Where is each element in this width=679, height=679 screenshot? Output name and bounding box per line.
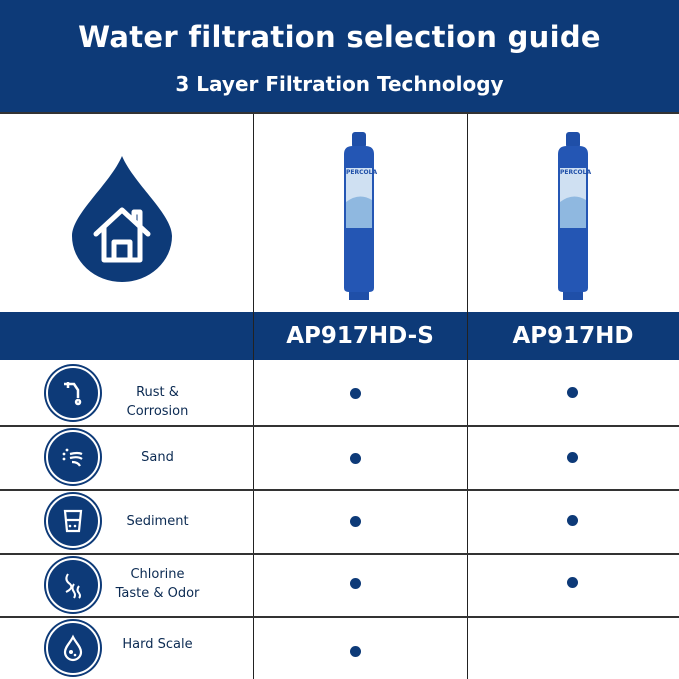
- filter-cartridge-image: PERCOLA: [555, 132, 591, 300]
- filter-cartridge-image: PERCOLA: [341, 132, 377, 300]
- supported-dot: [350, 516, 361, 527]
- brand-logo-text: PERCOLA: [560, 169, 592, 176]
- faucet-rust-icon: [46, 366, 100, 420]
- divider: [0, 112, 679, 114]
- feature-row: Sand: [0, 425, 679, 489]
- sand-swirl-icon: [46, 430, 100, 484]
- glass-sediment-icon: [46, 494, 100, 548]
- brand-logo-text: PERCOLA: [346, 169, 378, 176]
- odor-icon: [46, 558, 100, 612]
- feature-label: Chlorine Taste & Odor: [115, 567, 200, 601]
- divider: [467, 112, 468, 679]
- supported-dot: [567, 515, 578, 526]
- supported-dot: [350, 646, 361, 657]
- supported-dot: [567, 387, 578, 398]
- feature-row: Sediment: [0, 489, 679, 553]
- divider: [0, 553, 679, 555]
- water-drop-house-icon: [72, 156, 172, 282]
- model-header-row: [0, 312, 679, 360]
- feature-label: Sand: [141, 450, 174, 465]
- comparison-table: PERCOLA PERCOLA AP917HD-S AP917HD Rust &…: [0, 112, 679, 679]
- supported-dot: [567, 577, 578, 588]
- supported-dot: [567, 452, 578, 463]
- page-title: Water filtration selection guide: [78, 20, 601, 54]
- divider: [0, 489, 679, 491]
- feature-label: Hard Scale: [122, 637, 193, 652]
- supported-dot: [350, 388, 361, 399]
- model-name: AP917HD-S: [286, 323, 434, 349]
- divider: [0, 425, 679, 427]
- supported-dot: [350, 453, 361, 464]
- feature-label: Rust & Corrosion: [126, 385, 189, 419]
- feature-row: Hard Scale: [0, 616, 679, 679]
- feature-row: Rust & Corrosion: [0, 360, 679, 425]
- model-name: AP917HD: [512, 323, 634, 349]
- page-subtitle: 3 Layer Filtration Technology: [175, 72, 504, 96]
- scale-drop-icon: [46, 621, 100, 675]
- divider: [253, 112, 254, 679]
- feature-label: Sediment: [126, 514, 189, 529]
- header-banner: Water filtration selection guide 3 Layer…: [0, 0, 679, 112]
- divider: [0, 616, 679, 618]
- supported-dot: [350, 578, 361, 589]
- feature-row: Chlorine Taste & Odor: [0, 553, 679, 616]
